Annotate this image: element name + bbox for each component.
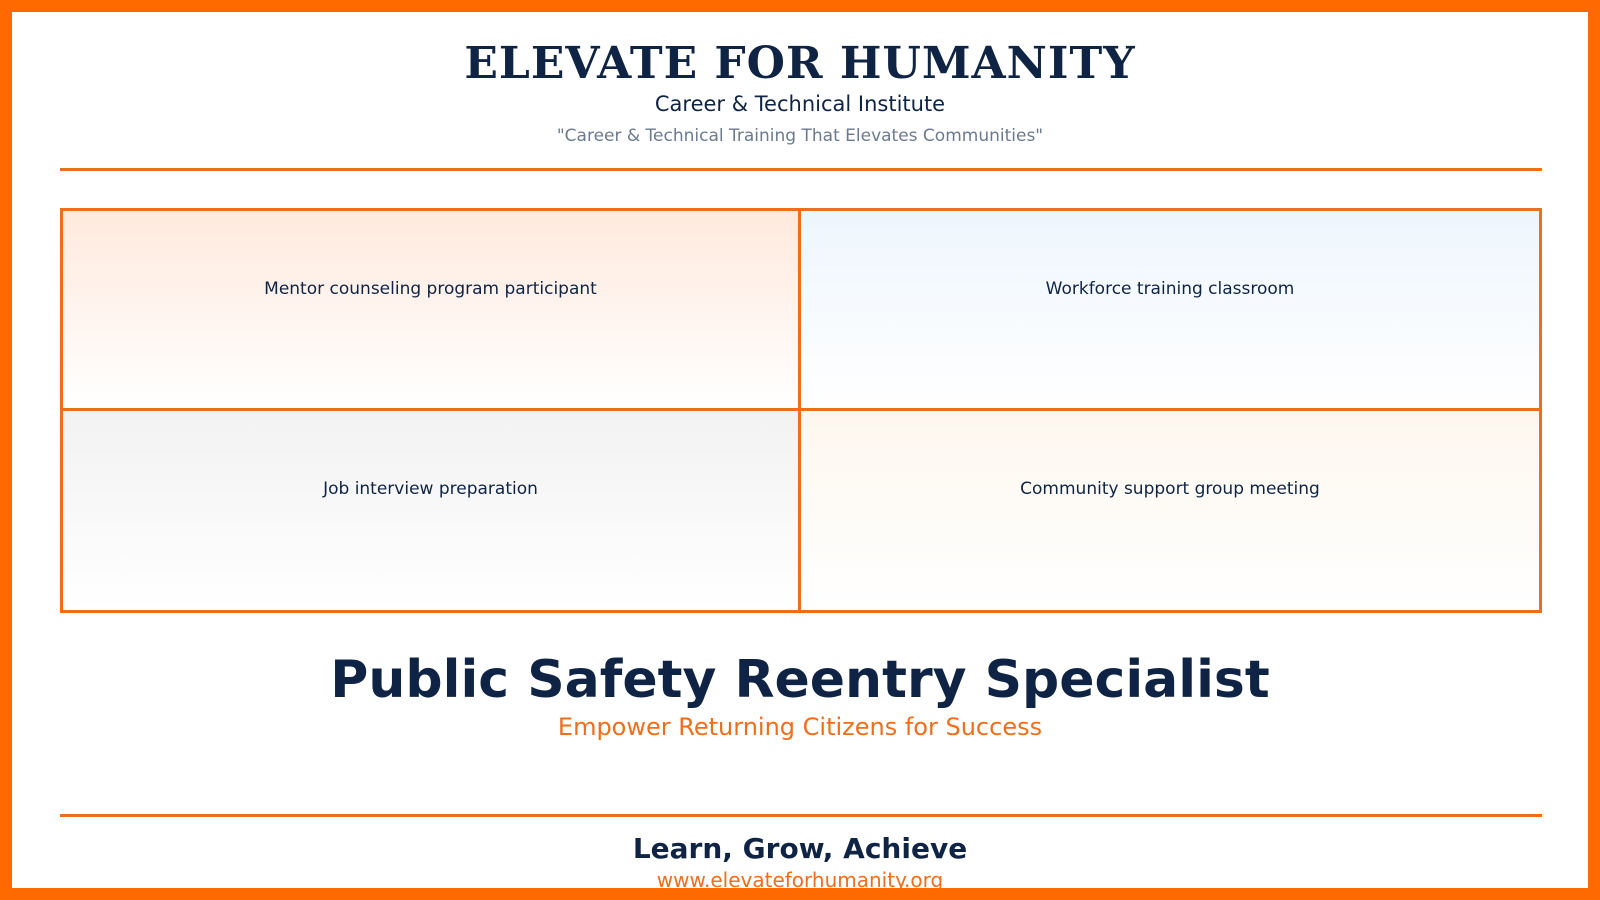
footer: Learn, Grow, Achieve www.elevateforhuman… bbox=[12, 832, 1588, 892]
program-subtitle: Empower Returning Citizens for Success bbox=[557, 713, 1043, 742]
photo-placeholder-support-group: Community support group meeting bbox=[801, 410, 1539, 610]
motto: Learn, Grow, Achieve bbox=[632, 832, 968, 865]
photo-placeholder-interview: Job interview preparation bbox=[63, 410, 801, 610]
photo-placeholder-mentor: Mentor counseling program participant bbox=[63, 211, 801, 411]
institute-name: Career & Technical Institute bbox=[654, 92, 946, 117]
photo-placeholder-classroom: Workforce training classroom bbox=[801, 211, 1539, 411]
photo-caption: Mentor counseling program participant bbox=[264, 279, 597, 299]
program-title: Public Safety Reentry Specialist bbox=[330, 650, 1270, 710]
org-name: ELEVATE FOR HUMANITY bbox=[464, 38, 1136, 89]
photo-caption: Job interview preparation bbox=[323, 478, 538, 499]
tagline: "Career & Technical Training That Elevat… bbox=[556, 126, 1044, 147]
top-divider bbox=[60, 168, 1542, 171]
photo-grid: Mentor counseling program participant Wo… bbox=[60, 208, 1542, 613]
photo-caption: Workforce training classroom bbox=[1045, 279, 1295, 299]
program-title-block: Public Safety Reentry Specialist Empower… bbox=[12, 650, 1588, 742]
photo-caption: Community support group meeting bbox=[1020, 478, 1320, 499]
website-link[interactable]: www.elevateforhumanity.org bbox=[656, 867, 944, 892]
bottom-divider bbox=[60, 814, 1542, 817]
header: ELEVATE FOR HUMANITY Career & Technical … bbox=[12, 38, 1588, 147]
